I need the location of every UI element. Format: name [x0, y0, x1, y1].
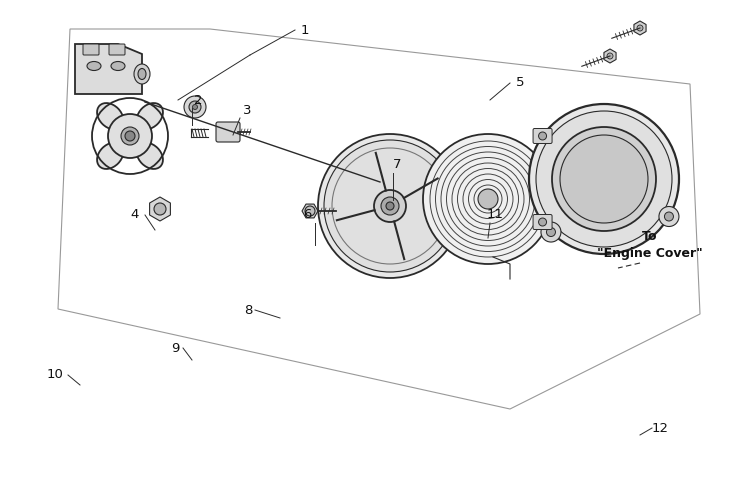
Text: 2: 2: [194, 93, 202, 106]
Text: 11: 11: [486, 209, 503, 222]
Circle shape: [546, 227, 556, 237]
Circle shape: [423, 134, 553, 264]
Ellipse shape: [87, 61, 101, 71]
Text: 5: 5: [516, 76, 524, 90]
FancyBboxPatch shape: [83, 44, 99, 55]
Circle shape: [560, 135, 648, 223]
Circle shape: [637, 25, 643, 31]
Text: 8: 8: [244, 303, 252, 317]
Circle shape: [659, 207, 679, 227]
FancyBboxPatch shape: [109, 44, 125, 55]
Polygon shape: [604, 49, 616, 63]
Text: 12: 12: [651, 422, 668, 435]
Circle shape: [374, 190, 406, 222]
Text: 3: 3: [243, 104, 251, 117]
FancyBboxPatch shape: [216, 122, 240, 142]
Circle shape: [324, 140, 456, 272]
Text: 9: 9: [171, 342, 179, 354]
Circle shape: [552, 127, 656, 231]
Ellipse shape: [137, 143, 163, 169]
Circle shape: [539, 218, 547, 226]
Text: 10: 10: [46, 368, 63, 381]
Circle shape: [318, 134, 462, 278]
Text: 7: 7: [393, 158, 401, 171]
Text: 4: 4: [131, 209, 139, 222]
FancyBboxPatch shape: [533, 214, 552, 229]
Circle shape: [108, 114, 152, 158]
Text: To
"Engine Cover": To "Engine Cover": [597, 230, 703, 260]
Polygon shape: [302, 204, 318, 218]
Polygon shape: [149, 197, 171, 221]
Circle shape: [381, 197, 399, 215]
Circle shape: [305, 206, 315, 216]
Ellipse shape: [111, 61, 125, 71]
Circle shape: [665, 212, 673, 221]
Ellipse shape: [97, 103, 124, 129]
Circle shape: [478, 189, 498, 209]
Text: 6: 6: [302, 209, 311, 222]
Circle shape: [125, 131, 135, 141]
Circle shape: [193, 105, 197, 109]
Circle shape: [184, 96, 206, 118]
Ellipse shape: [134, 64, 150, 84]
Circle shape: [386, 202, 394, 210]
Polygon shape: [75, 44, 142, 94]
Ellipse shape: [138, 69, 146, 79]
Circle shape: [189, 101, 201, 113]
Circle shape: [607, 53, 613, 59]
Circle shape: [121, 127, 139, 145]
Circle shape: [154, 203, 166, 215]
Circle shape: [529, 104, 679, 254]
Circle shape: [541, 222, 561, 242]
Text: 1: 1: [301, 24, 309, 36]
Ellipse shape: [97, 143, 124, 169]
Ellipse shape: [137, 103, 163, 129]
Circle shape: [536, 111, 672, 247]
Circle shape: [539, 132, 547, 140]
FancyBboxPatch shape: [533, 128, 552, 143]
Polygon shape: [634, 21, 646, 35]
